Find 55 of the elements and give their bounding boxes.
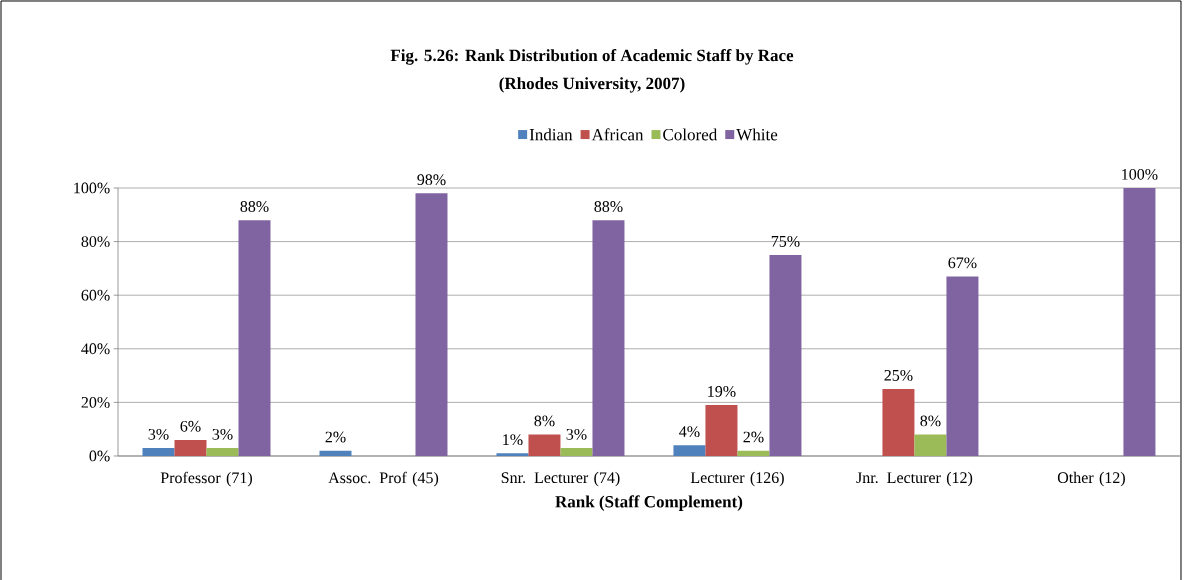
bar (528, 434, 561, 456)
bar (914, 434, 947, 456)
y-tick-label: 0% (89, 450, 110, 462)
data-label: 8% (920, 415, 941, 427)
data-label: 2% (743, 431, 764, 443)
y-tick-label: 20% (81, 396, 110, 408)
data-label: 25% (884, 369, 913, 381)
bar (238, 220, 271, 456)
x-tick-label: Other (12) (1057, 471, 1125, 487)
x-tick-label: Lecturer (126) (690, 471, 784, 487)
bar (560, 447, 593, 456)
y-tick-label: 60% (81, 289, 110, 301)
data-label: 100% (1122, 168, 1158, 180)
data-label: 3% (212, 428, 233, 440)
bar (882, 388, 915, 456)
y-tick-label: 40% (81, 343, 110, 355)
legend-label: White (736, 128, 778, 141)
bar (737, 450, 770, 456)
bar (673, 445, 706, 456)
legend-label: African (591, 128, 644, 141)
bar (592, 220, 625, 456)
data-label: 88% (240, 201, 269, 212)
chart-title: Fig. 5.26: Rank Distribution of Academic Staff by Race (390, 49, 794, 65)
bar (946, 276, 979, 456)
bar (319, 450, 352, 456)
bar (415, 193, 448, 456)
x-tick-label: Assoc. Prof (45) (328, 471, 439, 487)
data-label: 4% (679, 426, 700, 438)
legend-label: Colored (663, 128, 718, 141)
x-axis-title: Rank (Staff Complement) (555, 495, 743, 511)
data-label: 1% (503, 434, 523, 446)
data-label: 2% (325, 431, 346, 443)
chart-subtitle: (Rhodes University, 2007) (499, 77, 685, 93)
data-label: 19% (708, 386, 736, 397)
data-label: 67% (948, 257, 977, 269)
y-tick-label: 80% (81, 236, 110, 248)
data-label: 8% (534, 415, 555, 427)
bar (1123, 187, 1156, 456)
data-label: 6% (180, 420, 201, 432)
y-tick-label: 100% (74, 182, 110, 194)
data-label: 98% (417, 174, 446, 186)
x-tick-label: Professor (71) (160, 471, 252, 487)
x-tick-label: Snr. Lecturer (74) (501, 471, 620, 487)
x-tick-label: Jnr. Lecturer (12) (856, 471, 973, 487)
data-label: 75% (771, 235, 800, 247)
legend-label: Indian (529, 128, 573, 141)
data-label: 88% (594, 201, 623, 212)
bar (142, 447, 175, 456)
bar (705, 405, 738, 456)
bar (769, 254, 802, 456)
bar (496, 453, 529, 456)
bar (206, 447, 239, 456)
bar (174, 439, 207, 456)
data-label: 3% (148, 428, 169, 440)
data-label: 3% (566, 428, 587, 440)
